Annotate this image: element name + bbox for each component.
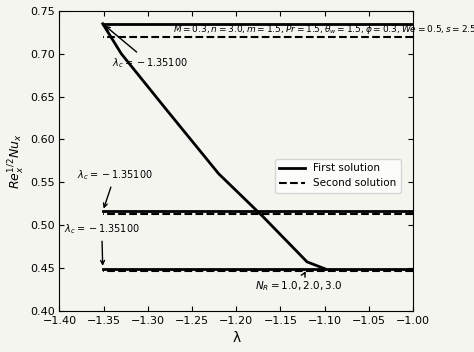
X-axis label: λ: λ: [232, 331, 240, 345]
Legend: First solution, Second solution: First solution, Second solution: [275, 159, 401, 193]
Text: $M=0.3, n=3.0, m=1.5, Pr=1.5, \theta_w=1.5, \phi=0.3, We=0.5, s=2.5$: $M=0.3, n=3.0, m=1.5, Pr=1.5, \theta_w=1…: [173, 23, 474, 36]
Text: $\lambda_c=-1.35100$: $\lambda_c=-1.35100$: [64, 222, 140, 264]
Text: $\lambda_c=-1.35100$: $\lambda_c=-1.35100$: [106, 26, 188, 70]
Text: $N_R=1.0, 2.0, 3.0$: $N_R=1.0, 2.0, 3.0$: [255, 272, 342, 293]
Y-axis label: $Re_x^{1/2}Nu_x$: $Re_x^{1/2}Nu_x$: [7, 133, 27, 189]
Text: $\lambda_c=-1.35100$: $\lambda_c=-1.35100$: [77, 168, 153, 207]
